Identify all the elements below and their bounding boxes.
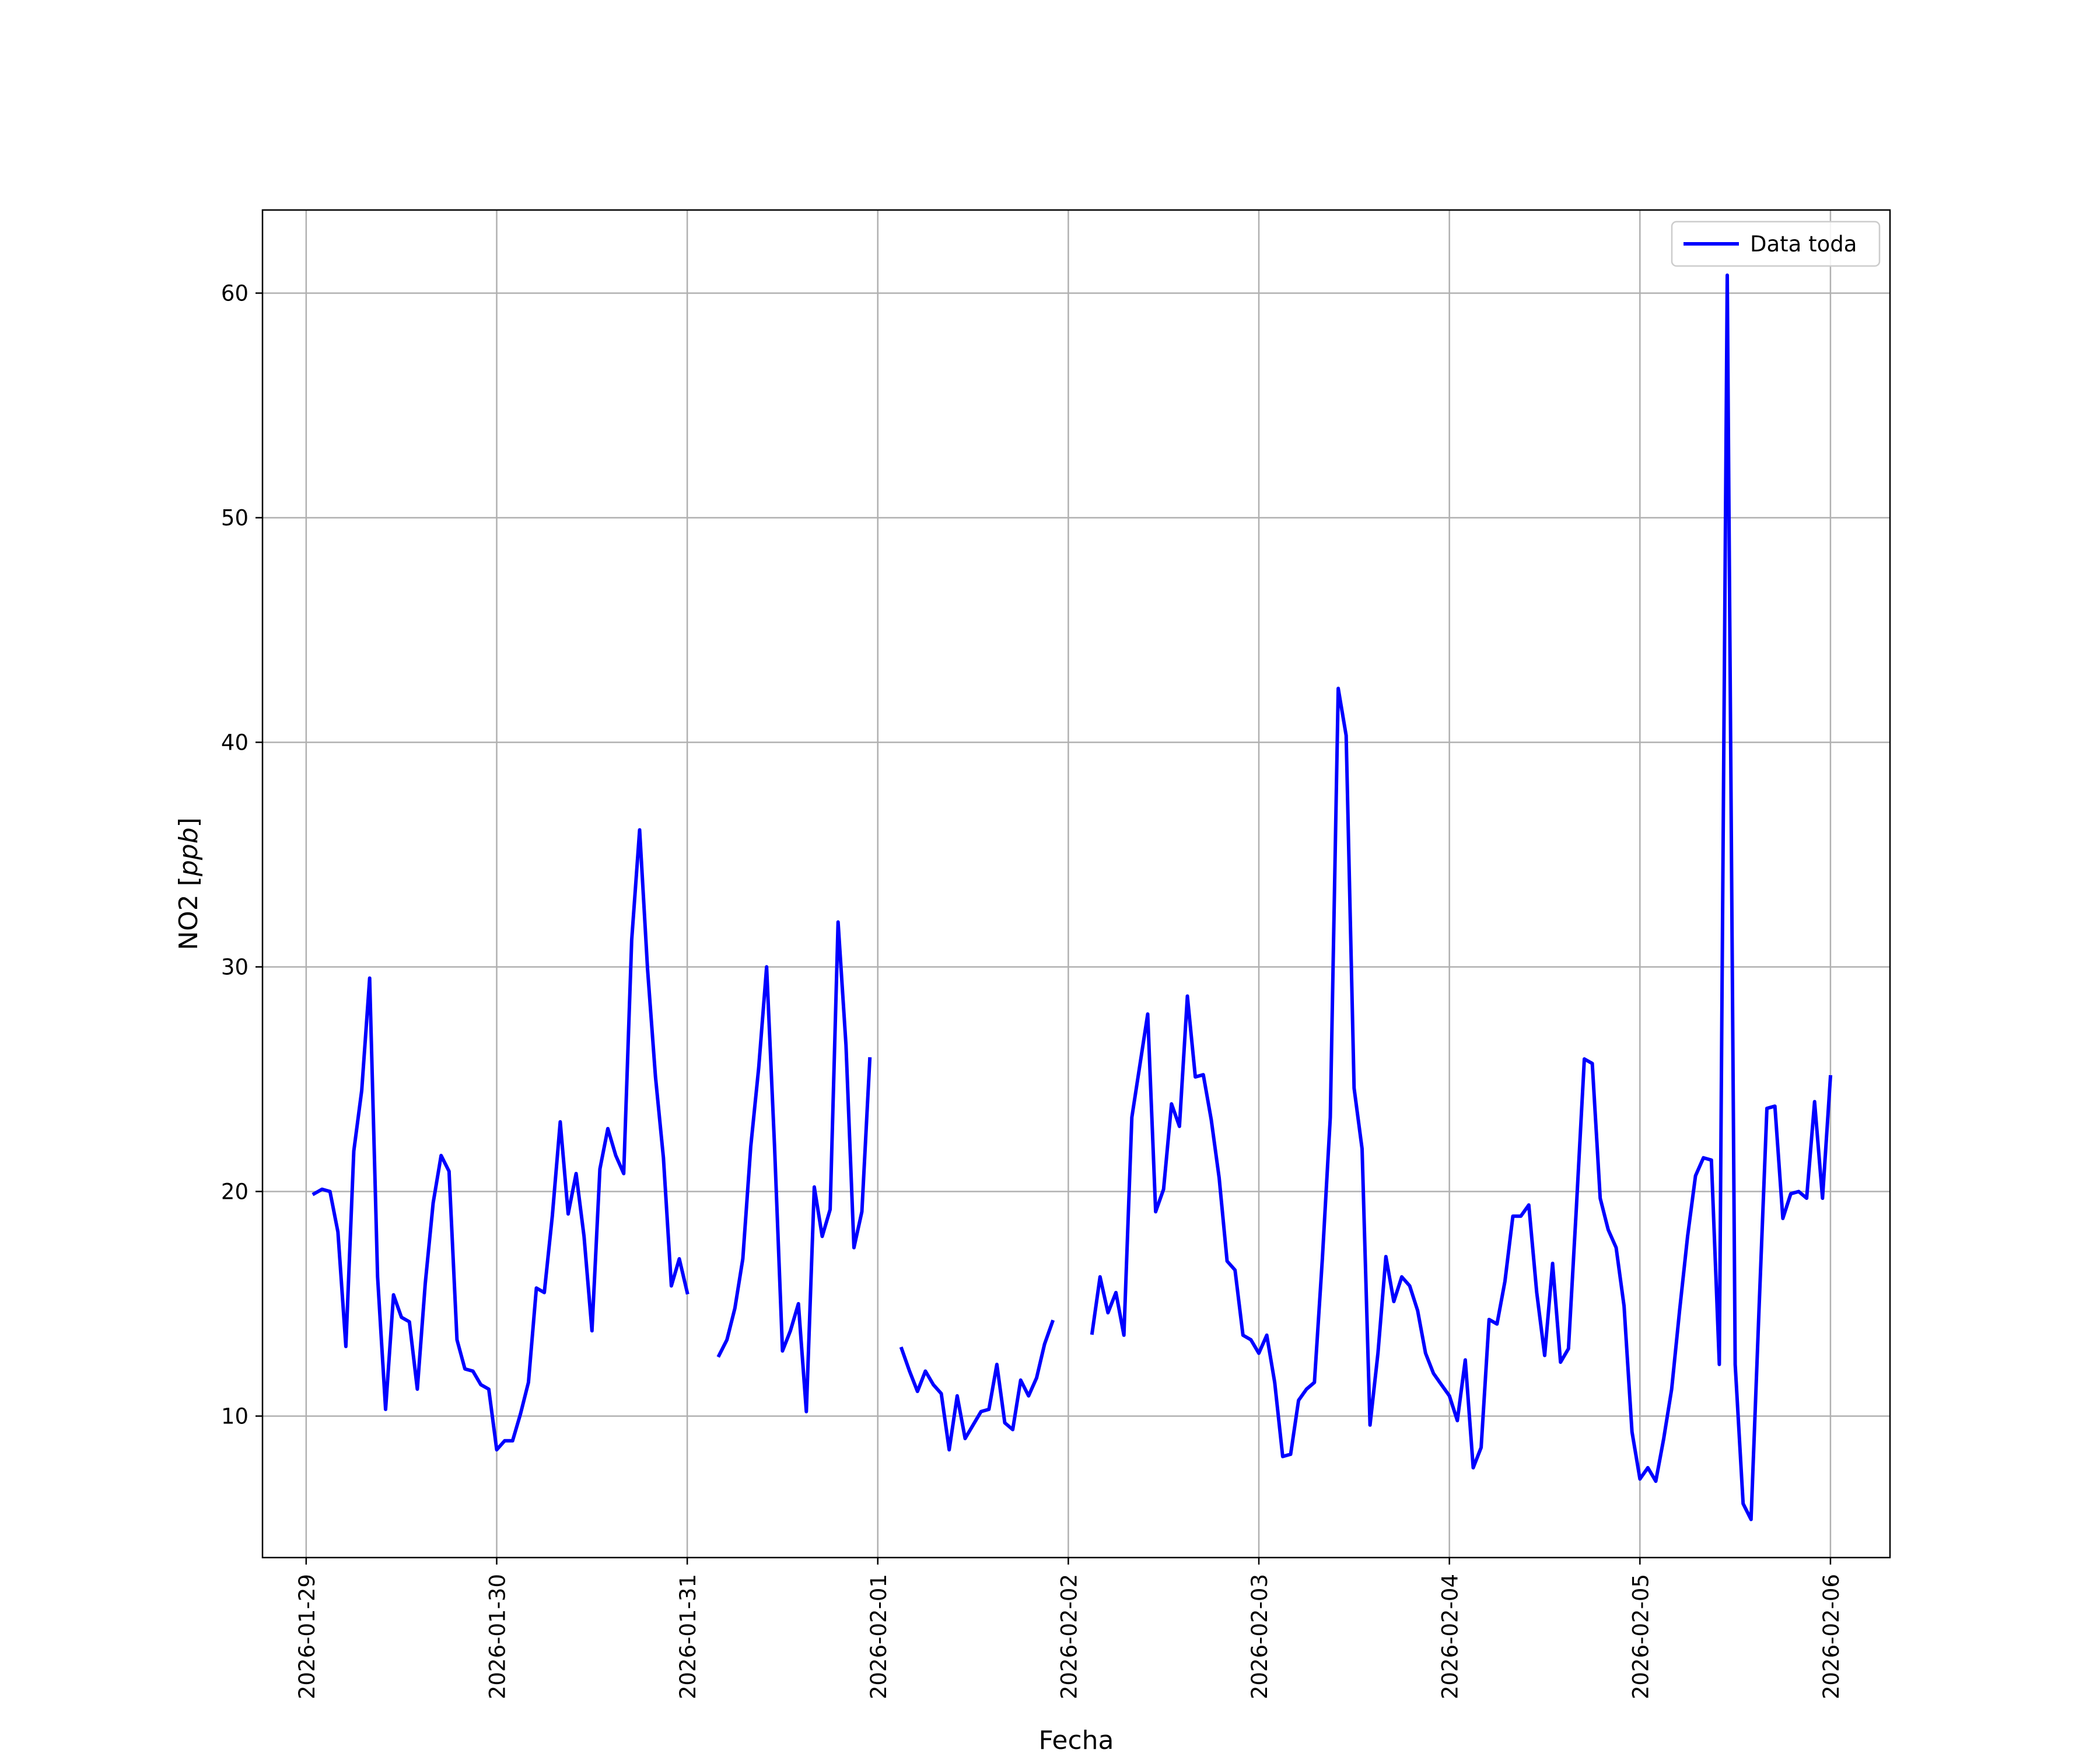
x-tick-label: 2026-02-02 [1056, 1574, 1082, 1699]
legend-box [1671, 221, 1881, 267]
y-tick-label: 40 [221, 730, 249, 755]
y-tick-label: 10 [221, 1404, 249, 1429]
series-line-segment [312, 828, 690, 1452]
y-axis-title-unit: ppb [174, 827, 204, 877]
y-tick-label: 20 [221, 1179, 249, 1204]
series-line-segment [899, 1319, 1055, 1452]
x-tick-label: 2026-02-05 [1628, 1574, 1653, 1699]
y-axis-title: NO2 [ppb] [174, 817, 204, 950]
plot-frame [261, 209, 1891, 1559]
series-line-segment [716, 920, 872, 1413]
x-tick-label: 2026-01-31 [676, 1574, 701, 1699]
x-tick-label: 2026-02-04 [1438, 1574, 1463, 1699]
x-tick-label: 2026-02-03 [1247, 1574, 1272, 1699]
y-tick-label: 30 [221, 954, 249, 979]
series-line-segment [1090, 273, 1833, 1521]
x-tick-label: 2026-01-30 [485, 1574, 510, 1699]
y-axis-title-suffix: ] [174, 817, 204, 827]
y-tick-label: 50 [221, 505, 249, 530]
series-layer [312, 273, 1833, 1521]
y-tick-label: 60 [221, 281, 249, 306]
y-axis-title-prefix: NO2 [ [174, 876, 204, 950]
x-tick-label: 2026-02-01 [866, 1574, 891, 1699]
legend: Data toda [1671, 221, 1881, 267]
grid [262, 210, 1890, 1558]
x-tick-label: 2026-01-29 [295, 1574, 320, 1699]
x-axis: 2026-01-29 2026-01-30 2026-01-31 2026-02-01… [295, 1558, 1844, 1699]
x-tick-label: 2026-02-06 [1819, 1574, 1844, 1699]
x-axis-title: Fecha [1038, 1726, 1114, 1750]
y-axis: 10 20 30 40 50 60 [221, 281, 262, 1429]
legend-label: Data toda [1750, 232, 1857, 257]
